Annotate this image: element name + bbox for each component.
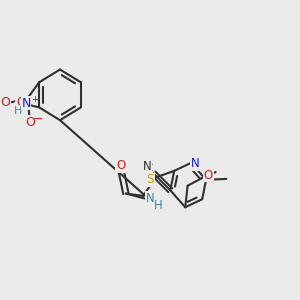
Text: N: N <box>190 157 199 170</box>
Text: O: O <box>0 96 10 110</box>
Text: H: H <box>14 106 22 116</box>
Text: O: O <box>116 159 125 172</box>
Text: O: O <box>16 96 25 110</box>
Text: C: C <box>144 161 152 175</box>
Text: S: S <box>147 173 154 186</box>
Text: N: N <box>146 192 155 205</box>
Text: N: N <box>143 160 152 173</box>
Text: O: O <box>204 169 213 182</box>
Text: +: + <box>31 95 38 104</box>
Text: O: O <box>26 116 35 129</box>
Text: H: H <box>154 199 163 212</box>
Text: −: − <box>32 113 43 126</box>
Text: N: N <box>21 97 31 110</box>
